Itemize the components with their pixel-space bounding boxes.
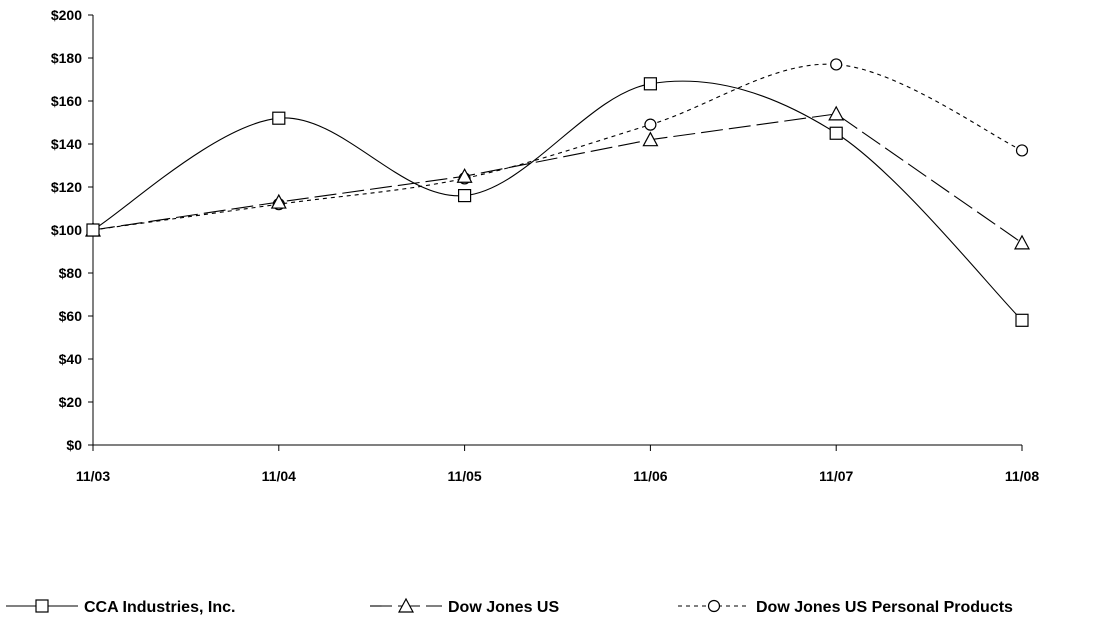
y-tick-label: $40 — [59, 351, 83, 367]
legend: CCA Industries, Inc. Dow Jones US Dow Jone… — [6, 597, 1013, 616]
data-point-square — [829, 126, 843, 140]
series-triangle — [84, 105, 1031, 250]
legend-item: CCA Industries, Inc. — [6, 599, 235, 616]
data-point-square — [643, 77, 658, 91]
legend-item: Dow Jones US Personal Products — [678, 599, 1013, 616]
y-tick-label: $60 — [59, 308, 83, 324]
data-point-triangle — [1013, 234, 1031, 250]
data-point-circle — [830, 58, 843, 71]
legend-marker-circle — [707, 599, 721, 613]
y-tick-label: $200 — [51, 7, 82, 23]
series-line — [92, 63, 1023, 231]
y-tick-label: $120 — [51, 179, 82, 195]
y-tick-label: $100 — [51, 222, 82, 238]
series-line — [92, 113, 1023, 244]
legend-label: Dow Jones US — [448, 599, 559, 616]
data-point-triangle — [456, 167, 473, 183]
legend-marker-square — [35, 599, 49, 613]
y-tick-label: $20 — [59, 394, 83, 410]
legend-label: CCA Industries, Inc. — [84, 599, 235, 616]
series-circle — [86, 58, 1029, 237]
y-tick-label: $160 — [51, 93, 82, 109]
x-tick-label: 11/07 — [819, 468, 853, 484]
x-tick-label: 11/05 — [447, 468, 481, 484]
data-point-square — [1015, 313, 1029, 327]
data-point-square — [458, 189, 472, 203]
legend-item: Dow Jones US — [370, 597, 559, 616]
legend-label: Dow Jones US Personal Products — [756, 599, 1013, 616]
y-axis-ticks: $0 $20 $40 $60 $80 $100 $120 $140 $160 $180 $200 — [51, 7, 93, 453]
y-tick-label: $140 — [51, 136, 82, 152]
data-point-triangle — [828, 105, 845, 121]
y-tick-label: $80 — [59, 265, 83, 281]
data-point-square — [86, 223, 100, 237]
data-point-circle — [1015, 144, 1029, 157]
data-point-circle — [644, 118, 657, 131]
series-layer — [84, 58, 1031, 327]
y-tick-label: $180 — [51, 50, 82, 66]
x-tick-label: 11/08 — [1005, 468, 1039, 484]
x-tick-label: 11/03 — [76, 468, 110, 484]
data-point-triangle — [642, 131, 659, 147]
x-tick-label: 11/04 — [262, 468, 296, 484]
legend-marker-triangle — [397, 597, 415, 613]
axes — [92, 15, 1022, 446]
data-point-square — [272, 111, 286, 125]
y-tick-label: $0 — [66, 437, 82, 453]
series-square — [86, 77, 1029, 327]
series-line — [92, 80, 1023, 321]
x-tick-label: 11/06 — [633, 468, 667, 484]
data-point-triangle — [270, 193, 287, 209]
x-axis-ticks: 11/03 11/04 11/05 11/06 11/07 11/08 — [76, 445, 1039, 484]
